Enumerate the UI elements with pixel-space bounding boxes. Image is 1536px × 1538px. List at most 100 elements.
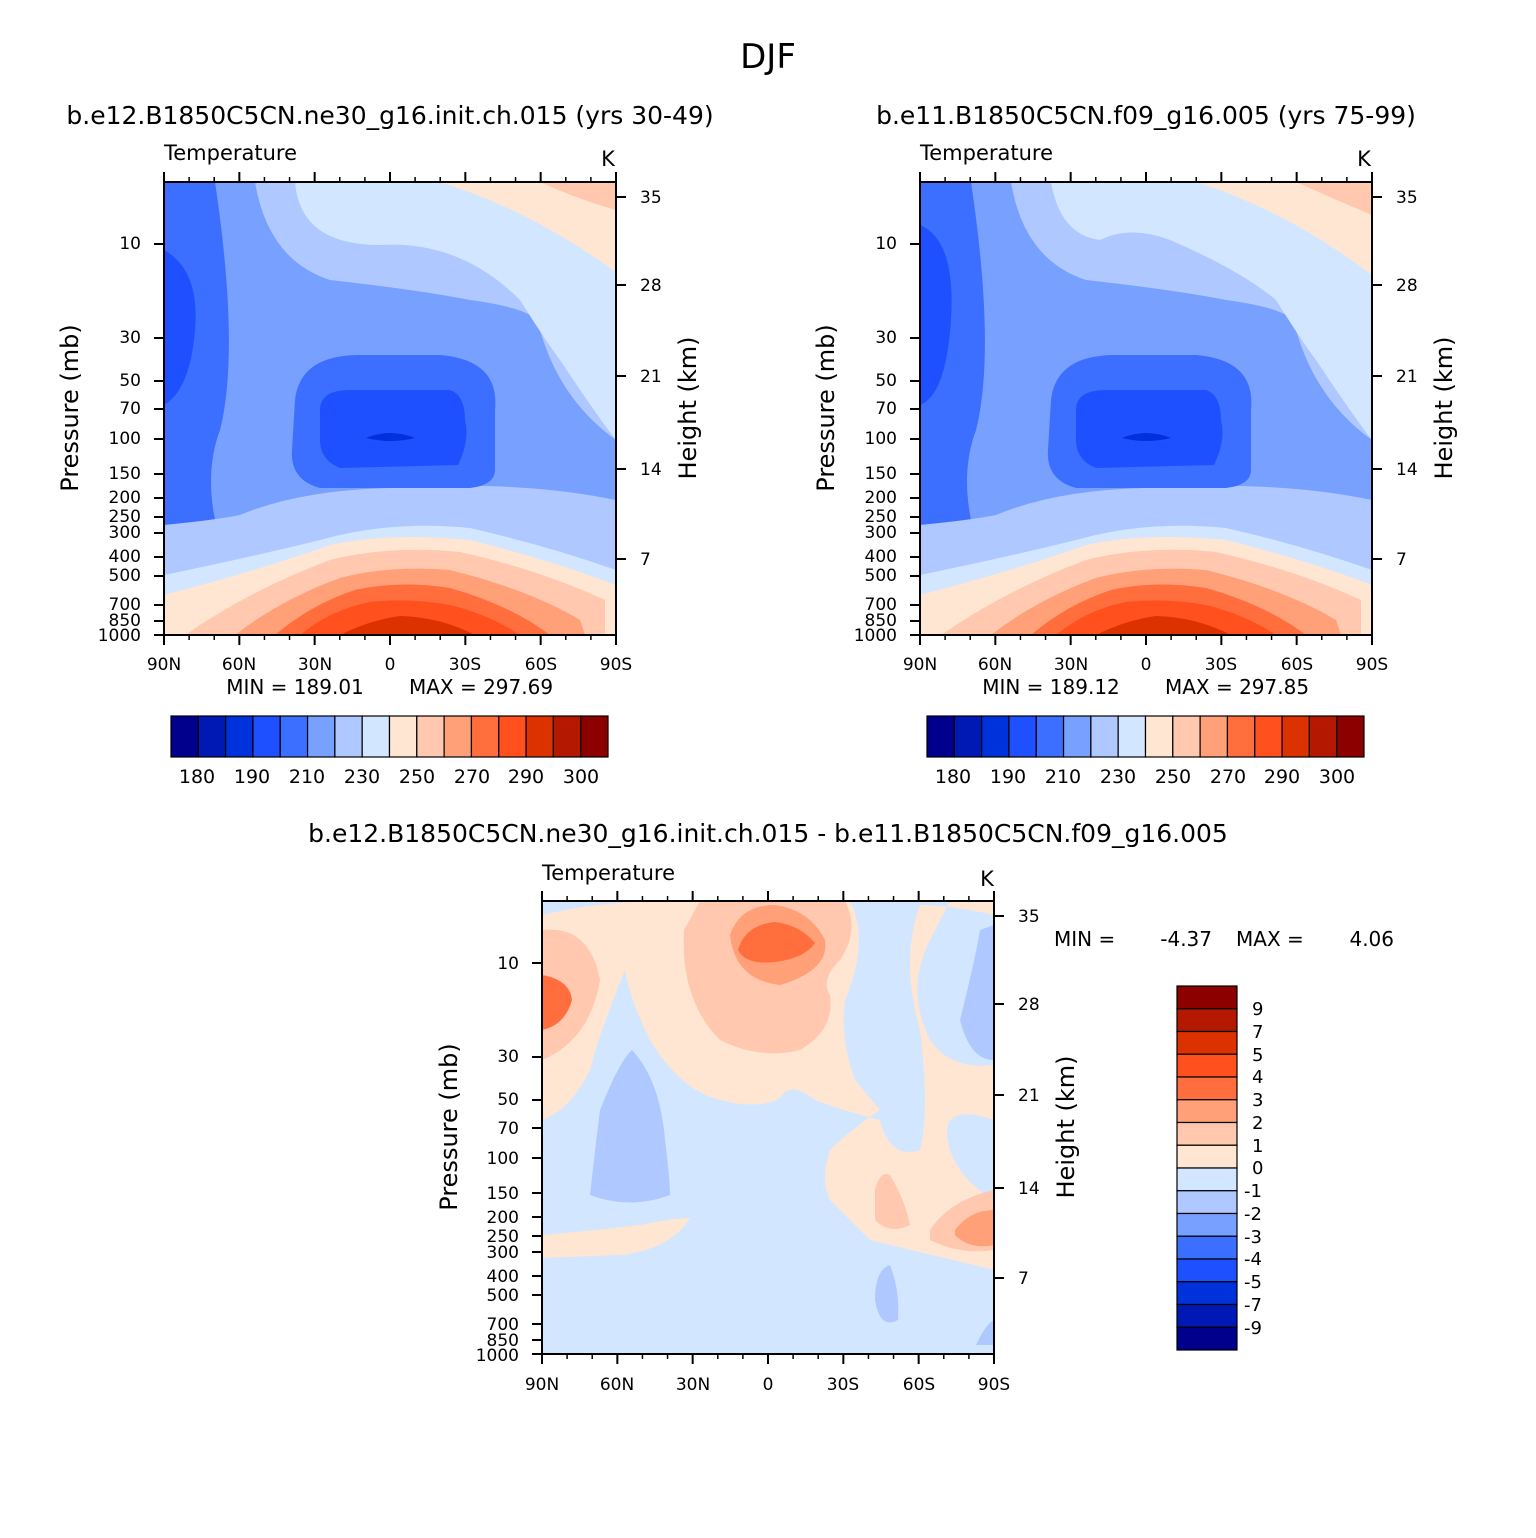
panel-3-max-value: 4.06 — [1349, 927, 1394, 951]
panel-1-colorbar — [170, 715, 609, 758]
colorbar-swatch — [926, 715, 955, 758]
y2-tick-label: 35 — [1396, 188, 1418, 208]
colorbar-swatch — [498, 715, 527, 758]
y-tick-label: 850 — [109, 611, 141, 631]
panel-1-colorbar-labels: 180 190 210 230 250 270 290 300 — [179, 766, 599, 788]
y-tick-label: 100 — [109, 429, 141, 449]
panel-3-y-ticks: 10 30 50 70 100 150 200 250 300 400 500 … — [476, 954, 519, 1366]
colorbar-swatch — [1176, 1235, 1238, 1260]
y-tick-label: 200 — [487, 1208, 519, 1228]
colorbar-label: 290 — [508, 766, 544, 788]
panel-2: b.e11.B1850C5CN.f09_g16.005 (yrs 75-99) … — [812, 101, 1458, 788]
colorbar-swatch — [1176, 1099, 1238, 1124]
x-tick-label: 30S — [449, 655, 481, 675]
panel-1-title: b.e12.B1850C5CN.ne30_g16.init.ch.015 (yr… — [66, 101, 713, 130]
y-tick-label: 700 — [487, 1315, 519, 1335]
y-tick-label: 300 — [109, 523, 141, 543]
panel-3-variable: Temperature — [541, 861, 675, 885]
y2-tick-label: 7 — [640, 550, 651, 570]
colorbar-label: 180 — [179, 766, 215, 788]
x-tick-label: 90N — [903, 655, 937, 675]
x-tick-label: 90S — [1356, 655, 1388, 675]
y-tick-label: 70 — [875, 399, 897, 419]
y-tick-label: 30 — [497, 1047, 519, 1067]
x-tick-label: 60N — [222, 655, 256, 675]
y-tick-label: 10 — [875, 234, 897, 254]
colorbar-label: 0 — [1252, 1158, 1263, 1179]
colorbar-swatch — [580, 715, 609, 758]
colorbar-swatch — [1172, 715, 1201, 758]
y-tick-label: 30 — [875, 328, 897, 348]
panel-3-min-value: -4.37 — [1160, 927, 1212, 951]
x-tick-label: 0 — [1141, 655, 1152, 675]
y-tick-label: 200 — [865, 488, 897, 508]
y2-tick-label: 14 — [640, 460, 662, 480]
y-tick-label: 150 — [487, 1184, 519, 1204]
colorbar-label: 210 — [289, 766, 325, 788]
panel-1-units: K — [601, 147, 616, 171]
panel-3-colorbar-labels: 9 7 5 4 3 2 1 0 -1 -2 -3 -4 -5 -7 -9 — [1244, 999, 1263, 1339]
colorbar-label: 180 — [935, 766, 971, 788]
colorbar-swatch — [1144, 715, 1174, 758]
panel-1-variable: Temperature — [163, 141, 297, 165]
colorbar-swatch — [1176, 1190, 1238, 1215]
colorbar-swatch — [334, 715, 363, 758]
colorbar-swatch — [361, 715, 391, 758]
panel-3-min-label: MIN = — [1054, 927, 1115, 951]
colorbar-label: 4 — [1252, 1067, 1263, 1088]
colorbar-swatch — [1254, 715, 1283, 758]
panel-2-variable: Temperature — [919, 141, 1053, 165]
y2-tick-label: 14 — [1018, 1179, 1040, 1199]
colorbar-swatch — [252, 715, 281, 758]
colorbar-label: 230 — [1100, 766, 1136, 788]
x-tick-label: 60S — [1281, 655, 1313, 675]
colorbar-label: -1 — [1244, 1181, 1262, 1202]
y-tick-label: 250 — [865, 507, 897, 527]
y-tick-label: 70 — [119, 399, 141, 419]
colorbar-swatch — [1226, 715, 1256, 758]
colorbar-swatch — [1176, 985, 1238, 1010]
x-tick-label: 90N — [147, 655, 181, 675]
colorbar-swatch — [1176, 1212, 1238, 1237]
y-tick-label: 50 — [875, 371, 897, 391]
colorbar-swatch — [170, 715, 199, 758]
panel-2-min-label: MIN = 189.12 — [982, 675, 1120, 699]
x-tick-label: 30N — [1054, 655, 1088, 675]
x-tick-label: 90N — [525, 1375, 559, 1395]
panel-2-units: K — [1357, 147, 1372, 171]
y-tick-label: 1000 — [476, 1346, 519, 1366]
panel-3-ylabel: Pressure (mb) — [435, 1043, 463, 1210]
colorbar-swatch — [1176, 1121, 1238, 1146]
colorbar-label: 250 — [1155, 766, 1191, 788]
x-tick-label: 30N — [676, 1375, 710, 1395]
panel-2-colorbar-labels: 180 190 210 230 250 270 290 300 — [935, 766, 1355, 788]
colorbar-label: 2 — [1252, 1113, 1263, 1134]
panel-1-ylabel: Pressure (mb) — [56, 324, 84, 491]
y-tick-label: 10 — [119, 234, 141, 254]
colorbar-label: -5 — [1244, 1272, 1262, 1293]
y-tick-label: 300 — [865, 523, 897, 543]
colorbar-label: 3 — [1252, 1090, 1263, 1111]
colorbar-swatch — [1176, 1258, 1238, 1283]
x-tick-label: 90S — [978, 1375, 1010, 1395]
y-tick-label: 100 — [487, 1149, 519, 1169]
y-tick-label: 150 — [109, 464, 141, 484]
x-tick-label: 60S — [525, 655, 557, 675]
y2-tick-label: 35 — [640, 188, 662, 208]
y2-tick-label: 21 — [1018, 1086, 1040, 1106]
colorbar-swatch — [1281, 715, 1310, 758]
y2-tick-label: 7 — [1018, 1269, 1029, 1289]
y2-tick-label: 28 — [1018, 995, 1040, 1015]
panel-2-ylabel: Pressure (mb) — [812, 324, 840, 491]
colorbar-swatch — [470, 715, 500, 758]
colorbar-swatch — [197, 715, 227, 758]
panel-1: b.e12.B1850C5CN.ne30_g16.init.ch.015 (yr… — [56, 101, 714, 788]
panel-2-y-ticks: 10 30 50 70 100 150 200 250 300 400 500 … — [854, 234, 897, 646]
colorbar-swatch — [1062, 715, 1092, 758]
colorbar-swatch — [279, 715, 309, 758]
panel-1-x-ticks: 90N 60N 30N 0 30S 60S 90S — [147, 655, 632, 675]
colorbar-label: 190 — [990, 766, 1026, 788]
x-tick-label: 60S — [903, 1375, 935, 1395]
colorbar-label: 210 — [1045, 766, 1081, 788]
